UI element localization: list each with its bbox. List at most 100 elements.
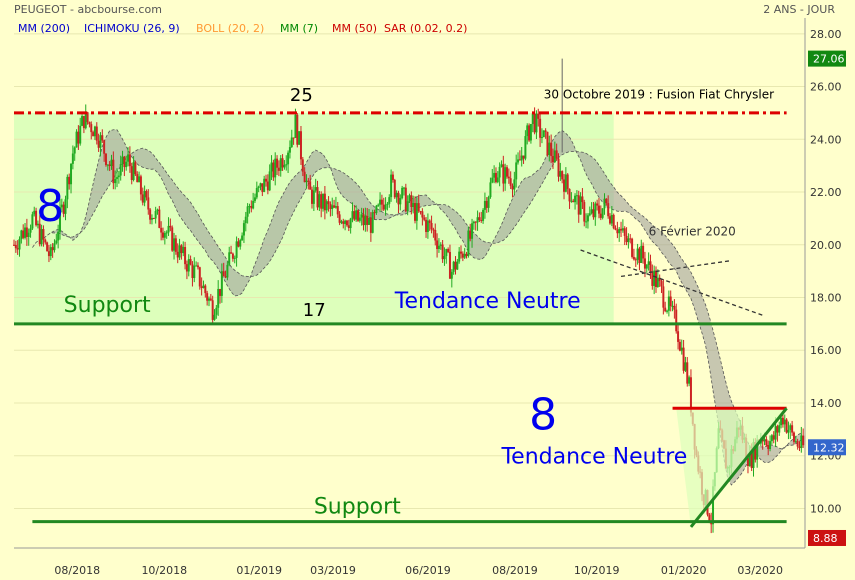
candle-body	[298, 131, 301, 145]
candle-body	[579, 196, 582, 215]
candle-body	[559, 171, 562, 177]
candle-body	[189, 259, 192, 265]
candle-body	[237, 241, 240, 247]
candle-body	[463, 253, 466, 258]
candle-body	[577, 195, 580, 215]
candle-body	[425, 219, 428, 233]
candle-body	[653, 270, 656, 286]
candles	[13, 104, 805, 534]
candle-body	[471, 223, 474, 239]
candle-body	[318, 194, 321, 208]
candle-body	[419, 211, 422, 213]
candle-body	[307, 180, 310, 182]
candle-body	[121, 156, 124, 165]
candle-body	[184, 246, 187, 265]
candle-body	[44, 239, 47, 243]
candle-body	[776, 426, 779, 433]
candle-body	[369, 217, 372, 233]
candle-body	[62, 204, 65, 214]
candle-body	[340, 221, 343, 223]
candle-body	[292, 137, 295, 139]
price-label: 8.88	[808, 529, 846, 546]
candle-body	[594, 203, 597, 218]
candle-body	[456, 261, 459, 270]
candle-body	[198, 267, 201, 287]
candle-body	[68, 176, 71, 185]
candle-body	[482, 209, 485, 221]
triangle-zone	[676, 408, 787, 527]
candle-body	[285, 164, 288, 166]
candle-body	[654, 270, 657, 288]
candle-body	[165, 232, 168, 234]
candle-body	[651, 271, 654, 286]
candle-body	[752, 442, 755, 468]
candle-body	[110, 159, 113, 167]
candle-body	[362, 214, 365, 226]
candle-body	[712, 486, 715, 525]
candle-body	[616, 229, 619, 234]
candle-body	[173, 238, 176, 251]
candle-body	[756, 439, 759, 460]
candle-body	[16, 248, 19, 250]
candle-body	[180, 245, 183, 254]
candle-body	[261, 183, 264, 192]
candle-body	[533, 113, 536, 133]
candle-body	[688, 377, 691, 384]
candle-body	[614, 228, 617, 230]
x-tick-label: 10/2019	[574, 564, 620, 577]
candle-body	[605, 198, 608, 204]
candle-body	[147, 197, 150, 210]
candle-body	[574, 195, 577, 203]
candle-body	[423, 217, 426, 220]
candle-body	[460, 251, 463, 254]
candle-body	[119, 164, 122, 176]
candle-body	[380, 199, 383, 205]
candle-body	[485, 200, 488, 208]
candle-body	[553, 150, 556, 163]
candle-body	[467, 230, 470, 257]
x-tick-label: 10/2018	[141, 564, 187, 577]
candle-body	[472, 221, 475, 224]
candle-body	[511, 185, 514, 190]
candle-body	[517, 159, 520, 163]
indicator-label: ICHIMOKU (26, 9)	[84, 22, 180, 35]
annotation-text: 30 Octobre 2019 : Fusion Fiat Chrysler	[544, 87, 774, 101]
candle-body	[746, 457, 749, 466]
candle-body	[401, 187, 404, 199]
candle-body	[114, 178, 117, 184]
candle-body	[769, 441, 772, 450]
y-tick-label: 10.00	[810, 502, 842, 515]
y-tick-label: 24.00	[810, 133, 842, 146]
candle-body	[206, 293, 209, 301]
candle-body	[150, 218, 153, 220]
y-tick-label: 14.00	[810, 397, 842, 410]
candle-body	[116, 177, 119, 179]
candle-body	[112, 159, 115, 184]
candle-body	[270, 162, 273, 172]
candle-body	[531, 113, 534, 125]
candle-body	[263, 178, 266, 192]
candle-body	[333, 205, 336, 208]
candle-body	[708, 514, 711, 522]
candle-body	[185, 264, 188, 272]
candle-body	[294, 114, 297, 138]
candle-body	[290, 137, 293, 148]
candle-body	[149, 209, 152, 220]
candle-body	[491, 177, 494, 183]
candle-body	[228, 252, 231, 265]
candle-body	[128, 154, 131, 167]
candle-body	[483, 200, 486, 210]
price-label: 12.32	[808, 439, 846, 456]
y-tick-label: 28.00	[810, 28, 842, 41]
candle-body	[299, 131, 302, 160]
candle-body	[682, 347, 685, 371]
candle-body	[469, 230, 472, 239]
candle-body	[77, 131, 80, 144]
candle-body	[235, 241, 238, 258]
candle-body	[104, 153, 107, 166]
price-label-text: 8.88	[813, 532, 838, 545]
y-tick-label: 20.00	[810, 239, 842, 252]
candle-body	[259, 183, 262, 187]
candle-body	[71, 153, 74, 164]
candle-body	[660, 281, 663, 287]
